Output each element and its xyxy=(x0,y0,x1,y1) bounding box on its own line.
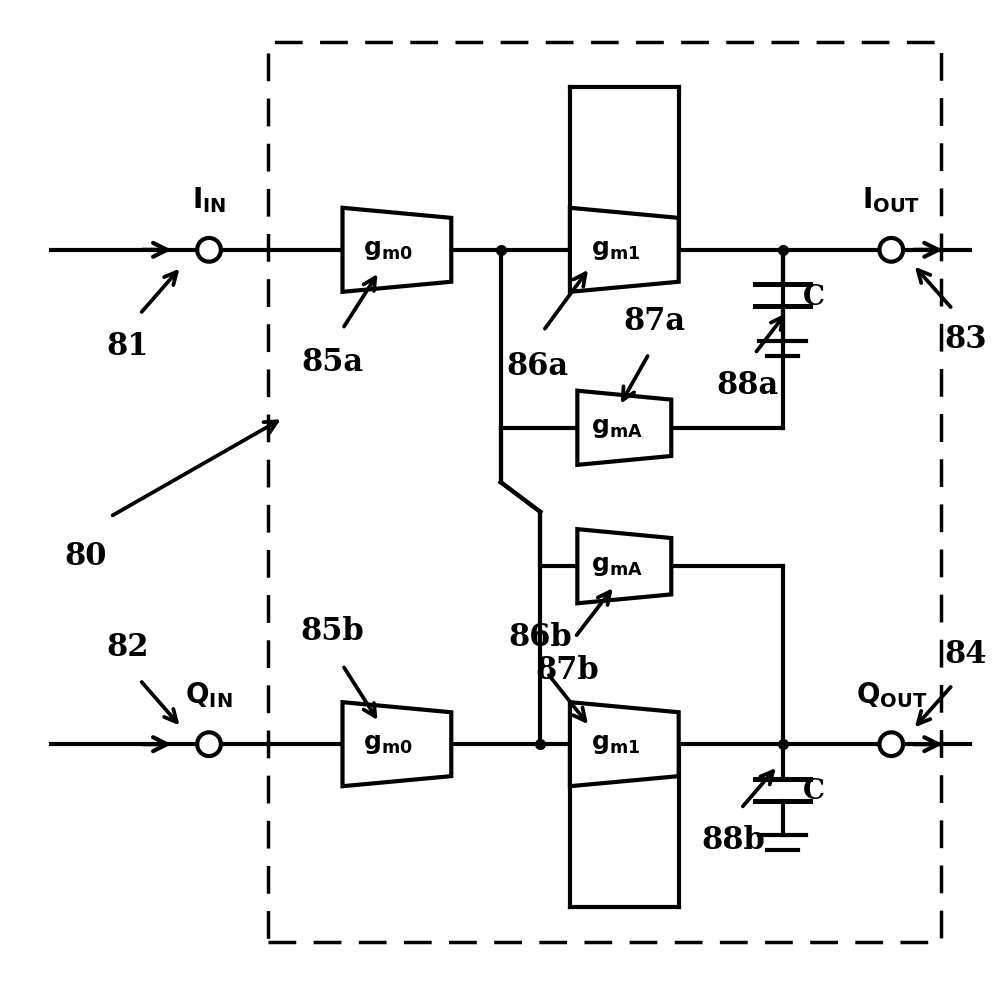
Text: $\mathbf{I_{OUT}}$: $\mathbf{I_{OUT}}$ xyxy=(862,186,921,216)
Bar xyxy=(269,42,940,942)
Text: 85b: 85b xyxy=(301,616,364,647)
Text: 85a: 85a xyxy=(302,347,364,378)
Text: 86b: 86b xyxy=(508,622,572,653)
Text: 88b: 88b xyxy=(701,825,765,856)
Text: 82: 82 xyxy=(107,632,149,663)
Text: $\mathbf{g_{m0}}$: $\mathbf{g_{m0}}$ xyxy=(363,733,413,756)
Text: $\mathbf{I_{IN}}$: $\mathbf{I_{IN}}$ xyxy=(191,186,226,216)
Text: 81: 81 xyxy=(107,331,149,362)
Polygon shape xyxy=(342,702,451,786)
Text: C: C xyxy=(804,778,825,805)
Text: $\mathbf{g_{m1}}$: $\mathbf{g_{m1}}$ xyxy=(591,238,640,261)
Text: 80: 80 xyxy=(64,542,106,573)
Text: $\mathbf{g_{mA}}$: $\mathbf{g_{mA}}$ xyxy=(591,415,643,439)
Polygon shape xyxy=(577,391,672,465)
Text: $\mathbf{Q_{OUT}}$: $\mathbf{Q_{OUT}}$ xyxy=(855,680,927,710)
Text: 84: 84 xyxy=(944,639,987,670)
Text: C: C xyxy=(804,283,825,311)
Polygon shape xyxy=(570,208,679,292)
Polygon shape xyxy=(342,208,451,292)
Polygon shape xyxy=(570,702,679,786)
Text: 87a: 87a xyxy=(623,306,685,337)
Text: 87b: 87b xyxy=(535,655,599,686)
Text: $\mathbf{g_{m1}}$: $\mathbf{g_{m1}}$ xyxy=(591,733,640,756)
Text: 83: 83 xyxy=(944,324,987,355)
Text: $\mathbf{g_{m0}}$: $\mathbf{g_{m0}}$ xyxy=(363,238,413,261)
Text: 88a: 88a xyxy=(717,371,779,402)
Polygon shape xyxy=(577,529,672,603)
Text: $\mathbf{Q_{IN}}$: $\mathbf{Q_{IN}}$ xyxy=(186,680,233,710)
Text: 86a: 86a xyxy=(506,351,568,382)
Text: $\mathbf{g_{mA}}$: $\mathbf{g_{mA}}$ xyxy=(591,555,643,579)
